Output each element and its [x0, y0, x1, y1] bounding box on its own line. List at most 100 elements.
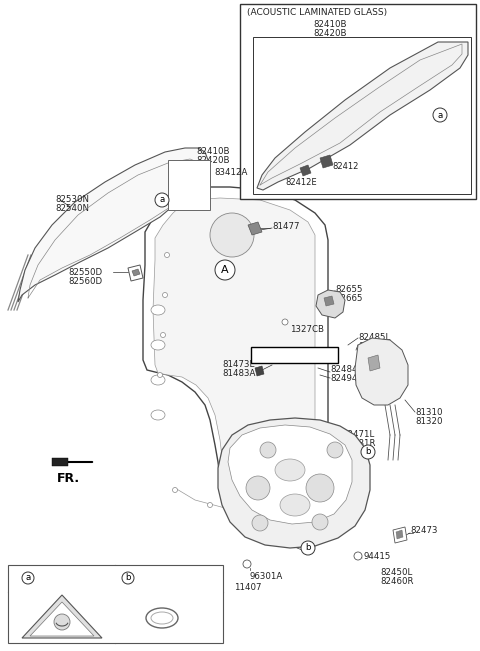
Text: A: A	[221, 265, 229, 275]
Text: 82495R: 82495R	[358, 342, 391, 351]
Text: 81473E: 81473E	[222, 360, 255, 369]
Text: b: b	[305, 544, 311, 553]
Text: (ACOUSTIC LAMINATED GLASS): (ACOUSTIC LAMINATED GLASS)	[247, 8, 387, 17]
Circle shape	[260, 442, 276, 458]
Text: 82540N: 82540N	[55, 204, 89, 213]
Circle shape	[165, 253, 169, 258]
Ellipse shape	[151, 375, 165, 385]
Ellipse shape	[280, 494, 310, 516]
Circle shape	[282, 319, 288, 325]
Text: 81320: 81320	[415, 417, 443, 426]
Text: 81310: 81310	[415, 408, 443, 417]
Text: 81477: 81477	[272, 222, 300, 231]
Polygon shape	[52, 458, 68, 466]
Polygon shape	[368, 355, 380, 371]
FancyBboxPatch shape	[251, 347, 338, 363]
Ellipse shape	[151, 340, 165, 350]
Circle shape	[22, 572, 34, 584]
FancyBboxPatch shape	[240, 4, 476, 199]
Polygon shape	[355, 338, 408, 405]
Polygon shape	[228, 425, 352, 524]
Text: 94415: 94415	[363, 552, 390, 561]
Text: 82410B: 82410B	[313, 20, 347, 29]
Circle shape	[160, 333, 166, 337]
Polygon shape	[257, 42, 468, 190]
Circle shape	[361, 445, 375, 459]
Polygon shape	[30, 602, 94, 636]
FancyBboxPatch shape	[168, 160, 210, 210]
Text: 1327CB: 1327CB	[290, 325, 324, 334]
Text: 82481R: 82481R	[342, 439, 375, 448]
Text: 82665: 82665	[335, 294, 362, 303]
Polygon shape	[316, 290, 345, 318]
Text: a: a	[25, 574, 31, 583]
FancyBboxPatch shape	[8, 565, 223, 643]
Polygon shape	[22, 595, 102, 638]
Polygon shape	[218, 418, 370, 548]
Circle shape	[327, 442, 343, 458]
Circle shape	[292, 495, 298, 501]
Polygon shape	[248, 222, 262, 235]
Circle shape	[306, 474, 334, 502]
Text: 82484: 82484	[330, 365, 358, 374]
Circle shape	[215, 260, 235, 280]
Circle shape	[157, 372, 163, 378]
Text: 83412A: 83412A	[214, 168, 247, 177]
Text: 82460R: 82460R	[380, 577, 413, 586]
Polygon shape	[324, 296, 334, 306]
Text: 82450L: 82450L	[380, 568, 412, 577]
Circle shape	[54, 614, 70, 630]
Text: 82471L: 82471L	[342, 430, 374, 439]
Text: 96111A: 96111A	[38, 575, 71, 584]
Polygon shape	[393, 527, 407, 543]
Text: 82655: 82655	[335, 285, 362, 294]
Text: a: a	[437, 111, 443, 120]
Text: b: b	[125, 574, 131, 583]
Circle shape	[207, 503, 213, 508]
Ellipse shape	[151, 305, 165, 315]
Text: a: a	[159, 195, 165, 204]
Circle shape	[252, 508, 257, 512]
Circle shape	[246, 476, 270, 500]
Ellipse shape	[151, 410, 165, 420]
Text: 81483A: 81483A	[222, 369, 255, 378]
Circle shape	[163, 292, 168, 298]
Text: 82420B: 82420B	[196, 156, 229, 165]
Polygon shape	[132, 269, 140, 276]
Text: 82494A: 82494A	[330, 374, 363, 383]
Polygon shape	[143, 187, 328, 514]
Polygon shape	[18, 148, 208, 302]
Text: b: b	[365, 447, 371, 456]
Polygon shape	[300, 165, 311, 176]
Circle shape	[312, 514, 328, 530]
Circle shape	[243, 560, 251, 568]
Circle shape	[354, 552, 362, 560]
Text: 82412E: 82412E	[285, 178, 317, 187]
Polygon shape	[255, 366, 264, 376]
Ellipse shape	[151, 612, 173, 624]
FancyBboxPatch shape	[253, 37, 471, 194]
Circle shape	[122, 572, 134, 584]
Polygon shape	[396, 530, 403, 539]
Text: 82530N: 82530N	[55, 195, 89, 204]
Text: 82560D: 82560D	[68, 277, 102, 286]
Text: 82473: 82473	[410, 526, 437, 535]
Circle shape	[433, 108, 447, 122]
Circle shape	[252, 515, 268, 531]
Text: 82410B: 82410B	[196, 147, 229, 156]
Ellipse shape	[146, 608, 178, 628]
Circle shape	[155, 193, 169, 207]
Text: 11407: 11407	[234, 583, 262, 592]
Text: 82412: 82412	[332, 162, 359, 171]
Circle shape	[210, 213, 254, 257]
Text: 82485L: 82485L	[358, 333, 390, 342]
Polygon shape	[320, 155, 333, 168]
Circle shape	[301, 541, 315, 555]
Text: FR.: FR.	[57, 472, 80, 485]
Text: 96301A: 96301A	[250, 572, 283, 581]
Text: 1731JE: 1731JE	[138, 575, 168, 584]
Text: SECURITY SYSTEM: SECURITY SYSTEM	[42, 631, 82, 635]
Text: REF.60-760: REF.60-760	[266, 355, 322, 365]
Text: 82420B: 82420B	[313, 29, 347, 38]
Polygon shape	[128, 265, 143, 281]
